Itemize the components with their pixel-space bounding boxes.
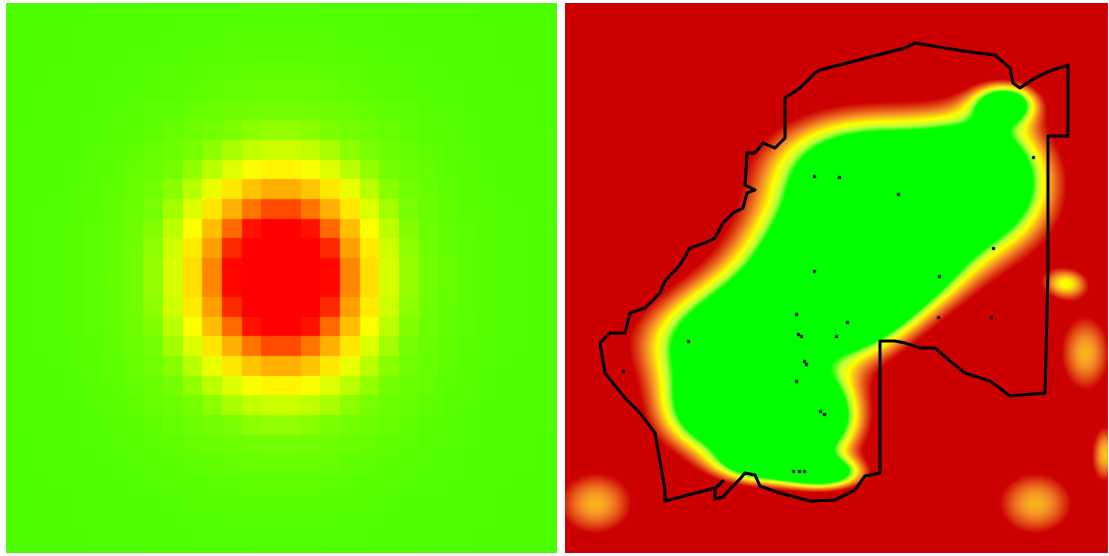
left-heatmap-panel bbox=[6, 3, 557, 553]
right-map-panel bbox=[565, 3, 1108, 553]
boundary-overlay bbox=[598, 41, 1070, 503]
pixel-heatmap-canvas bbox=[6, 3, 557, 553]
smooth-heatmap-canvas bbox=[565, 3, 1108, 553]
site-boundary-line bbox=[598, 41, 1070, 503]
